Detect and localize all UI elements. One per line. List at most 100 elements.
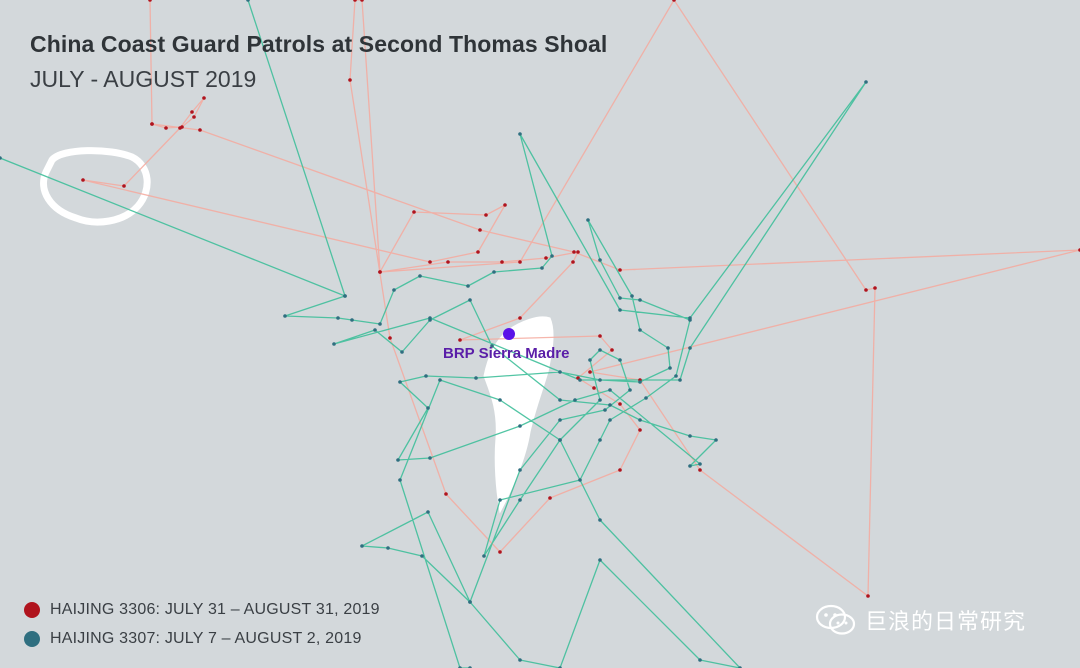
track-point — [668, 366, 672, 370]
track-point — [468, 298, 472, 302]
track-point — [466, 284, 470, 288]
track-point — [572, 250, 576, 254]
track-point — [490, 344, 494, 348]
track-point — [618, 358, 622, 362]
track-point — [518, 132, 522, 136]
track-point — [628, 388, 632, 392]
track-point — [518, 316, 522, 320]
track-point — [468, 600, 472, 604]
wechat-icon — [815, 604, 856, 635]
track-point — [122, 184, 126, 188]
track-point — [550, 254, 554, 258]
track-point — [484, 213, 488, 217]
track-point — [638, 380, 642, 384]
track-point — [638, 298, 642, 302]
legend-label: HAIJING 3306: JULY 31 – AUGUST 31, 2019 — [50, 600, 380, 618]
track-point — [630, 294, 634, 298]
track-point — [202, 96, 206, 100]
track-point — [598, 398, 602, 402]
track-point — [198, 128, 202, 132]
track-point — [608, 403, 612, 407]
track-point — [458, 338, 462, 342]
track-point — [353, 0, 357, 2]
ship-label: BRP Sierra Madre — [443, 345, 570, 362]
track-point — [598, 348, 602, 352]
track-point — [576, 250, 580, 254]
legend: HAIJING 3306: JULY 31 – AUGUST 31, 2019 … — [24, 595, 380, 653]
track-point — [373, 328, 377, 332]
track-point — [148, 0, 152, 2]
track-point — [666, 346, 670, 350]
track-point — [571, 260, 575, 264]
track-point — [578, 478, 582, 482]
track-point — [518, 498, 522, 502]
track-point — [438, 378, 442, 382]
track-line — [0, 0, 867, 668]
track-point — [866, 594, 870, 598]
track-point — [864, 80, 868, 84]
track-point — [378, 322, 382, 326]
track-point — [420, 554, 424, 558]
track-point — [426, 406, 430, 410]
track-point — [476, 250, 480, 254]
legend-item-haijing-3306: HAIJING 3306: JULY 31 – AUGUST 31, 2019 — [24, 595, 380, 624]
watermark: 巨浪的日常研究 — [815, 603, 1026, 637]
track-point — [558, 418, 562, 422]
track-point — [478, 228, 482, 232]
track-point — [618, 402, 622, 406]
shoal-reef — [483, 316, 554, 514]
track-point — [503, 203, 507, 207]
track-point — [498, 550, 502, 554]
track-point — [544, 256, 548, 260]
track-point — [548, 496, 552, 500]
track-point — [638, 418, 642, 422]
track-point — [392, 288, 396, 292]
track-point — [608, 418, 612, 422]
track-point — [482, 554, 486, 558]
map-title: China Coast Guard Patrols at Second Thom… — [30, 31, 608, 57]
track-point — [378, 270, 382, 274]
track-point — [246, 0, 250, 2]
track-point — [598, 378, 602, 382]
track-point — [444, 492, 448, 496]
track-point — [164, 126, 168, 130]
track-point — [446, 260, 450, 264]
track-point — [428, 260, 432, 264]
legend-swatch — [24, 601, 40, 618]
track-point — [398, 380, 402, 384]
track-point — [474, 376, 478, 380]
track-point — [412, 210, 416, 214]
track-point — [688, 346, 692, 350]
reef-ring — [40, 147, 151, 226]
track-point — [588, 358, 592, 362]
track-point — [428, 318, 432, 322]
track-point — [396, 458, 400, 462]
track-point — [150, 122, 154, 126]
track-point — [428, 456, 432, 460]
track-point — [688, 318, 692, 322]
legend-swatch — [24, 630, 40, 647]
track-point — [540, 266, 544, 270]
track-point — [388, 336, 392, 340]
track-point — [598, 258, 602, 262]
track-point — [678, 378, 682, 382]
sierra-madre-marker[interactable] — [503, 328, 515, 340]
track-point — [598, 518, 602, 522]
track-point — [498, 398, 502, 402]
track-point — [398, 478, 402, 482]
track-point — [618, 468, 622, 472]
watermark-text: 巨浪的日常研究 — [865, 610, 1027, 635]
track-point — [518, 424, 522, 428]
track-point — [608, 388, 612, 392]
track-point — [360, 544, 364, 548]
track-point — [558, 438, 562, 442]
track-point — [418, 274, 422, 278]
track-point — [864, 288, 868, 292]
track-point — [672, 0, 676, 2]
track-point — [598, 438, 602, 442]
track-point — [598, 558, 602, 562]
track-point — [573, 398, 577, 402]
track-point — [618, 308, 622, 312]
track-point — [343, 294, 347, 298]
